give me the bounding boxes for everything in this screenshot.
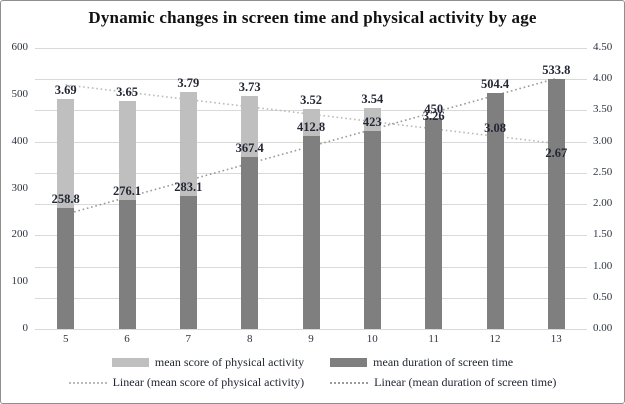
left-y-axis: 600 500 400 300 200 100 0 (3, 41, 30, 334)
right-y-tick-label: 0.00 (593, 322, 613, 334)
legend-item: mean score of physical activity (111, 355, 305, 370)
bar-screen-time (302, 135, 320, 329)
x-tick-label: 11 (428, 333, 439, 345)
value-label-physical-activity: 3.08 (484, 120, 506, 135)
h-gridline (35, 48, 587, 49)
left-y-tick-label: 100 (11, 275, 29, 288)
legend-row-1: mean score of physical activity mean dura… (111, 355, 513, 370)
x-tick-label: 13 (550, 333, 562, 345)
bar-screen-time (118, 199, 136, 329)
bar-screen-time (179, 196, 197, 329)
legend-dotted-line-swatch (330, 381, 369, 384)
value-label-physical-activity: 3.26 (422, 109, 445, 124)
legend-item: Linear (mean score of physical activity) (68, 375, 305, 390)
right-y-axis: 4.50 4.00 3.50 3.00 2.50 2.00 1.50 1.00 0.50 0.00 (593, 41, 624, 334)
right-y-tick-label: 0.50 (593, 290, 613, 303)
legend-dotted-line-swatch (68, 381, 107, 384)
x-tick-label: 10 (366, 333, 378, 345)
value-label-screen-time: 258.8 (51, 191, 80, 206)
value-label-physical-activity: 3.52 (300, 93, 322, 108)
legend-row-2: Linear (mean score of physical activity)… (68, 375, 556, 390)
x-axis: 5 6 7 8 9 10 11 12 13 (35, 333, 587, 349)
bar-screen-time (547, 79, 565, 329)
left-y-tick-label: 300 (11, 181, 29, 194)
h-gridline (35, 79, 587, 80)
legend-item: mean duration of screen time (330, 355, 513, 370)
legend-label: mean score of physical activity (154, 355, 305, 369)
value-label-screen-time: 283.1 (174, 180, 203, 195)
bar-screen-time (425, 118, 443, 329)
bar-screen-time (57, 207, 75, 329)
right-y-tick-label: 4.50 (593, 41, 613, 53)
x-tick-label: 6 (124, 333, 130, 345)
right-y-tick-label: 1.00 (593, 259, 613, 272)
x-tick-label: 12 (489, 333, 501, 345)
value-label-screen-time: 412.8 (296, 119, 326, 134)
left-y-tick-label: 0 (22, 322, 29, 334)
trendline-screen-time (65, 77, 557, 216)
legend-label: Linear (mean score of physical activity) (112, 375, 305, 389)
bar-screen-time (363, 130, 381, 329)
x-tick-label: 9 (308, 333, 314, 345)
value-label-physical-activity: 3.65 (116, 85, 138, 100)
left-y-tick-label: 600 (11, 41, 29, 53)
value-label-screen-time: 450 (424, 102, 444, 117)
value-label-screen-time: 423 (362, 114, 382, 129)
value-label-screen-time: 504.4 (480, 76, 510, 91)
value-label-physical-activity: 3.79 (177, 76, 200, 91)
chart-title: Dynamic changes in screen time and physi… (88, 8, 537, 27)
bar-screen-time (486, 92, 504, 329)
h-gridline (35, 329, 587, 330)
bar-screen-time (241, 156, 259, 329)
plot-area: 3.69 258.8 3.65 276.1 3.79 283.1 3.73 367.4 3.52… (35, 48, 587, 330)
right-y-tick-label: 2.50 (593, 165, 613, 178)
right-y-tick-label: 2.00 (593, 197, 613, 210)
left-y-tick-label: 500 (11, 87, 29, 100)
legend: mean score of physical activity mean dura… (1, 355, 624, 390)
value-label-screen-time: 367.4 (235, 140, 264, 155)
value-label-screen-time: 533.8 (542, 63, 571, 77)
value-label-physical-activity: 3.73 (238, 80, 261, 95)
value-label-screen-time: 276.1 (112, 183, 142, 198)
left-y-tick-label: 200 (11, 228, 29, 241)
right-y-tick-label: 3.00 (593, 134, 613, 147)
left-y-tick-label: 400 (11, 134, 29, 147)
x-tick-label: 7 (185, 333, 192, 345)
right-y-tick-label: 4.00 (593, 72, 613, 85)
value-label-physical-activity: 3.54 (361, 91, 384, 106)
legend-bar-swatch (330, 358, 368, 367)
right-y-tick-label: 1.50 (593, 228, 613, 241)
legend-label: mean duration of screen time (373, 355, 514, 369)
legend-label: Linear (mean duration of screen time) (374, 375, 557, 389)
legend-bar-swatch (111, 358, 149, 367)
x-tick-label: 5 (62, 333, 69, 345)
right-y-tick-label: 3.50 (593, 103, 613, 116)
value-label-physical-activity: 3.69 (54, 82, 77, 97)
x-tick-label: 8 (246, 333, 253, 345)
value-label-physical-activity: 2.67 (545, 146, 568, 161)
legend-item: Linear (mean duration of screen time) (330, 375, 556, 390)
